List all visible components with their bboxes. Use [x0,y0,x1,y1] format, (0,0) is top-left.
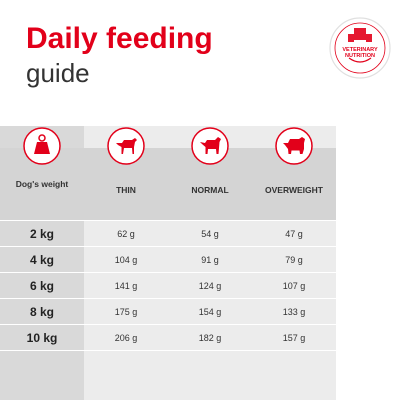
row-weight: 6 kg [29,279,54,293]
row-divider [0,350,400,351]
thin-value: 141 g [114,281,138,291]
overweight-value: 157 g [282,333,306,343]
thin-value: 104 g [114,255,138,265]
overweight-dog-icon [275,127,313,165]
page-title: Daily feeding [26,22,213,55]
thin-value: 62 g [117,229,135,239]
column-header-thin: THIN [116,185,136,195]
overweight-value: 133 g [282,307,306,317]
thin-value: 175 g [114,307,138,317]
row-divider [0,272,400,273]
thin-dog-icon [107,127,145,165]
row-weight: 4 kg [29,253,54,267]
feeding-table: Dog's weight THIN NORMAL OVERWEIGHT 2 kg… [0,126,400,400]
page-subtitle: guide [26,58,90,88]
row-divider [0,324,400,325]
veterinary-nutrition-badge [329,17,391,79]
overweight-value: 47 g [285,229,303,239]
normal-value: 91 g [201,255,219,265]
normal-value: 54 g [201,229,219,239]
weight-header: Dog's weight [15,179,69,189]
row-divider [0,220,400,221]
header-band [0,148,336,220]
normal-value: 124 g [198,281,222,291]
row-divider [0,246,400,247]
normal-value: 182 g [198,333,222,343]
row-divider [0,298,400,299]
row-weight: 2 kg [29,227,54,241]
row-weight: 8 kg [29,305,54,319]
weight-icon [23,127,61,165]
overweight-value: 107 g [282,281,306,291]
column-header-overweight: OVERWEIGHT [265,185,323,195]
thin-value: 206 g [114,333,138,343]
overweight-value: 79 g [285,255,303,265]
row-weight: 10 kg [26,331,58,345]
column-header-normal: NORMAL [191,185,229,195]
normal-dog-icon [191,127,229,165]
badge-label: VETERINARY NUTRITION [342,47,378,59]
normal-value: 154 g [198,307,222,317]
